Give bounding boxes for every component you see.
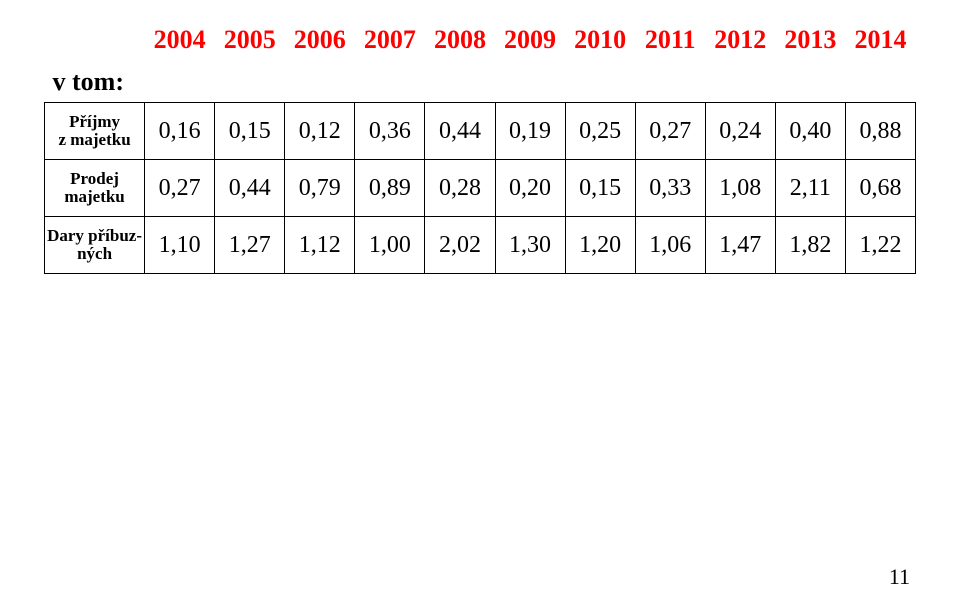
table-cell: 1,82 [775,217,845,274]
table-cell: 1,12 [285,217,355,274]
table-cell: 0,79 [285,160,355,217]
header-spacer [45,18,145,62]
page: 2004 2005 2006 2007 2008 2009 2010 2011 … [0,0,960,614]
table-cell: 1,30 [495,217,565,274]
table-cell: 0,15 [215,103,285,160]
year-header: 2013 [775,18,845,62]
year-header: 2008 [425,18,495,62]
year-header: 2010 [565,18,635,62]
table-cell: 0,44 [215,160,285,217]
table-cell: 1,08 [705,160,775,217]
page-number: 11 [889,564,910,590]
table-cell: 2,02 [425,217,495,274]
table-cell: 0,68 [845,160,915,217]
table-cell: 1,47 [705,217,775,274]
year-header: 2004 [145,18,215,62]
table-cell: 1,22 [845,217,915,274]
section-label: v tom: [45,62,916,103]
row-label: Dary příbuz­ných [45,217,145,274]
table-cell: 0,36 [355,103,425,160]
section-row: v tom: [45,62,916,103]
table-cell: 1,00 [355,217,425,274]
table-cell: 0,16 [145,103,215,160]
table-cell: 1,20 [565,217,635,274]
year-header: 2006 [285,18,355,62]
table-row: Příjmy z ma­jetku 0,16 0,15 0,12 0,36 0,… [45,103,916,160]
data-table: 2004 2005 2006 2007 2008 2009 2010 2011 … [44,18,916,274]
year-header: 2005 [215,18,285,62]
year-header: 2014 [845,18,915,62]
table-cell: 0,15 [565,160,635,217]
year-header: 2012 [705,18,775,62]
table-row: Prodej majetku 0,27 0,44 0,79 0,89 0,28 … [45,160,916,217]
table-cell: 0,89 [355,160,425,217]
table-row: Dary příbuz­ných 1,10 1,27 1,12 1,00 2,0… [45,217,916,274]
table-cell: 0,40 [775,103,845,160]
table-cell: 0,25 [565,103,635,160]
year-header-row: 2004 2005 2006 2007 2008 2009 2010 2011 … [45,18,916,62]
table-cell: 0,12 [285,103,355,160]
table-cell: 0,19 [495,103,565,160]
table-cell: 0,33 [635,160,705,217]
table-cell: 1,10 [145,217,215,274]
table-cell: 0,88 [845,103,915,160]
year-header: 2009 [495,18,565,62]
row-label: Příjmy z ma­jetku [45,103,145,160]
table-cell: 0,44 [425,103,495,160]
table-cell: 2,11 [775,160,845,217]
table-cell: 1,27 [215,217,285,274]
table-cell: 0,27 [635,103,705,160]
table-cell: 0,28 [425,160,495,217]
table-cell: 0,27 [145,160,215,217]
table-cell: 0,20 [495,160,565,217]
year-header: 2011 [635,18,705,62]
year-header: 2007 [355,18,425,62]
table-cell: 0,24 [705,103,775,160]
row-label: Prodej majetku [45,160,145,217]
table-cell: 1,06 [635,217,705,274]
